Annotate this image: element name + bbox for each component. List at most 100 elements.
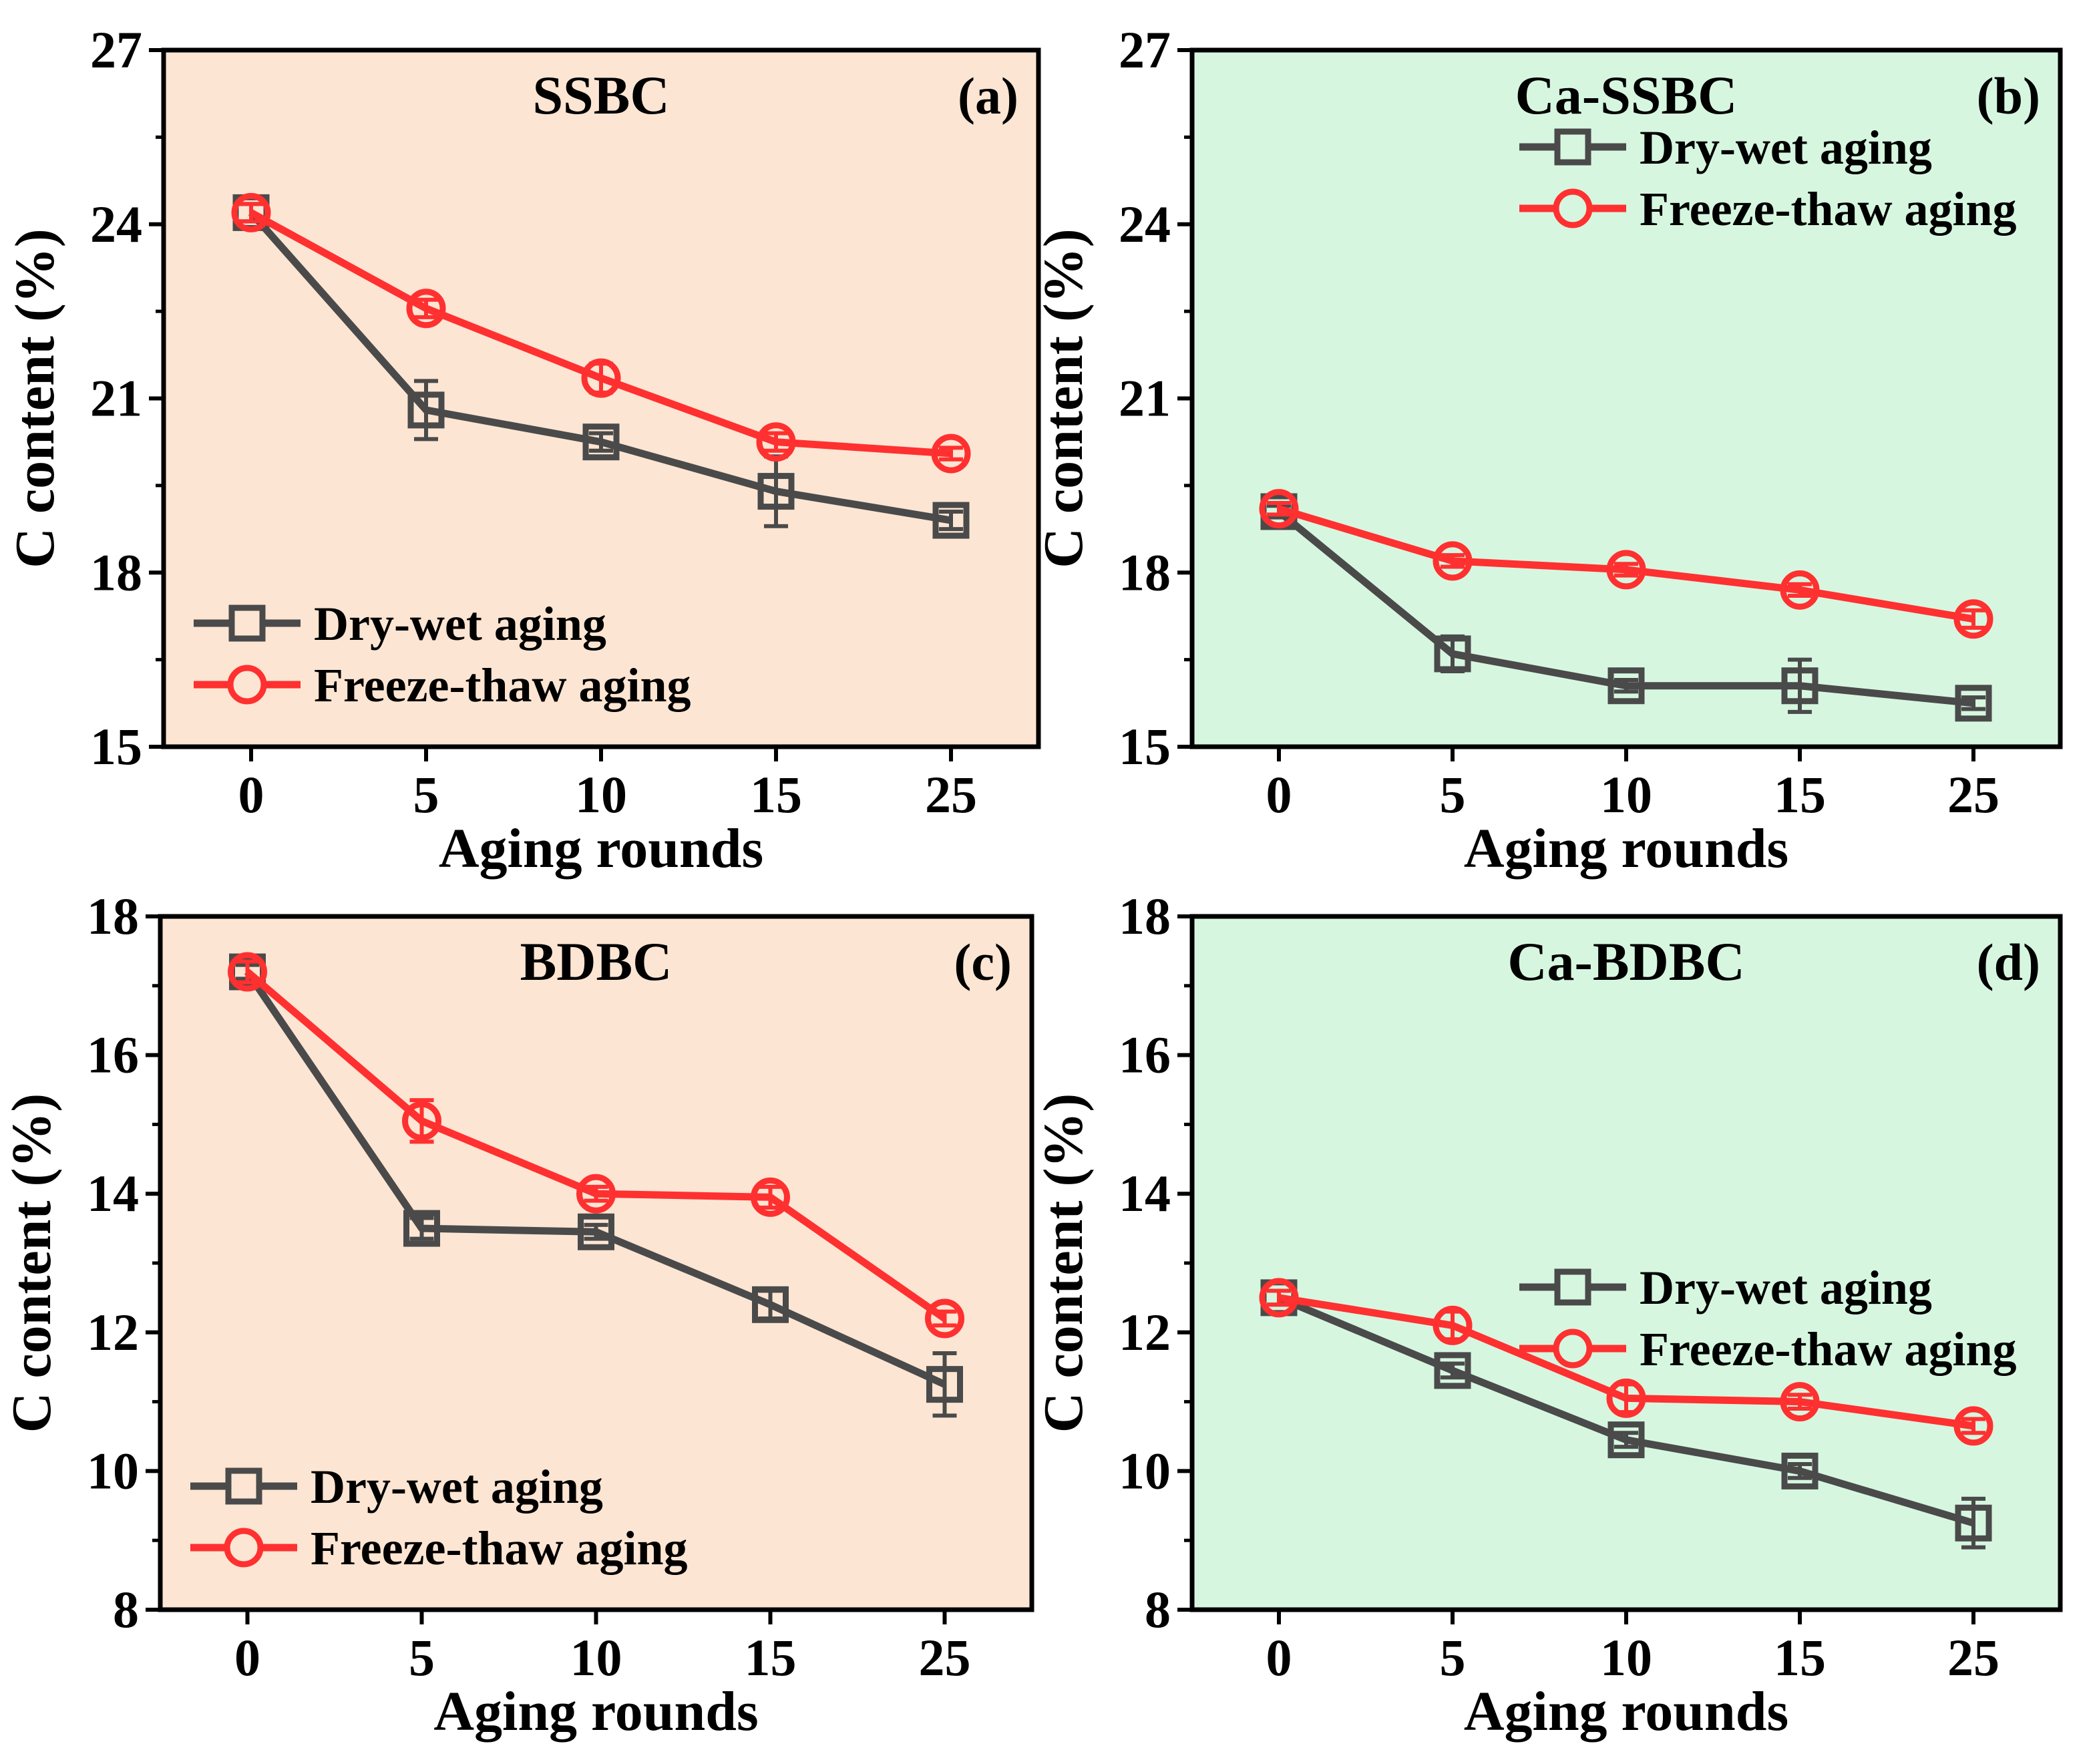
x-tick-label: 15: [745, 1628, 797, 1687]
y-tick-label: 8: [113, 1580, 139, 1638]
data-point-circle: [1433, 1305, 1473, 1345]
panel-title: Ca-BDBC: [1507, 931, 1744, 992]
x-tick-label: 10: [1600, 765, 1652, 824]
data-point-circle: [228, 952, 267, 992]
y-tick-label: 14: [87, 1164, 139, 1222]
x-tick-label: 0: [234, 1628, 260, 1687]
legend-marker-square: [225, 1467, 262, 1505]
legend-label: Freeze-thaw aging: [1640, 1322, 2017, 1376]
x-tick-label: 25: [1947, 1628, 1999, 1687]
legend-marker-circle: [1553, 1329, 1593, 1369]
data-point-square: [1781, 1452, 1819, 1489]
data-point-circle: [1433, 541, 1473, 581]
legend: Dry-wet aging Freeze-thaw aging: [190, 1460, 688, 1575]
x-tick-label: 10: [570, 1628, 622, 1687]
data-point-square: [1781, 667, 1819, 705]
legend-label: Dry-wet aging: [1640, 1261, 1932, 1314]
plot-background: [1192, 916, 2060, 1610]
x-tick-label: 5: [1440, 1628, 1466, 1687]
legend-marker-circle: [1553, 188, 1593, 228]
x-tick-label: 5: [1440, 765, 1466, 824]
y-tick-label: 12: [87, 1303, 139, 1361]
legend: Dry-wet aging Freeze-thaw aging: [1519, 121, 2017, 236]
y-tick-label: 18: [1119, 887, 1171, 945]
x-tick-label: 0: [1266, 1628, 1292, 1687]
data-point-square: [407, 391, 445, 429]
y-tick-label: 16: [87, 1026, 139, 1084]
y-tick-label: 18: [1119, 543, 1171, 601]
legend-label: Dry-wet aging: [311, 1460, 603, 1514]
data-point-circle: [231, 192, 271, 232]
plot-background: [1192, 50, 2060, 747]
data-point-square: [1607, 667, 1645, 705]
panel-tag: (c): [954, 933, 1012, 991]
series-freeze-thaw: [1259, 1278, 1993, 1446]
x-tick-label: 15: [1774, 1628, 1826, 1687]
x-tick-label: 15: [1774, 765, 1826, 824]
y-tick-label: 27: [90, 21, 142, 79]
x-tick-label: 15: [750, 765, 802, 824]
y-tick-label: 10: [1119, 1441, 1171, 1500]
legend-marker-square: [228, 604, 266, 642]
series-freeze-thaw: [231, 192, 971, 474]
x-axis-title: Aging rounds: [433, 1681, 758, 1743]
data-point-circle: [1953, 599, 1993, 639]
data-point-circle: [1259, 489, 1299, 529]
data-point-square: [1955, 685, 1992, 722]
series-freeze-thaw: [228, 952, 964, 1339]
chart-panel-c: 8 10 12 14 16 18 0 5 10 15 25 Aging rounds C content…: [1, 887, 1034, 1743]
y-tick-label: 18: [87, 887, 139, 945]
legend-label: Dry-wet aging: [1640, 121, 1932, 174]
x-tick-label: 25: [919, 1628, 971, 1687]
data-point-square: [403, 1210, 440, 1247]
data-point-square: [578, 1213, 614, 1250]
y-tick-label: 24: [1119, 195, 1171, 253]
data-point-circle: [751, 1177, 790, 1217]
x-axis-title: Aging rounds: [1464, 818, 1788, 880]
series-dry-wet: [1260, 1279, 1992, 1550]
y-tick-label: 10: [87, 1441, 139, 1500]
series-dry-wet: [1260, 493, 1992, 722]
chart-panel-b: 15 18 21 24 27 0 5 10 15 25 Aging rounds C content …: [1032, 21, 2063, 880]
x-tick-label: 25: [1947, 765, 1999, 824]
data-point-circle: [581, 358, 621, 398]
data-point-circle: [1780, 570, 1820, 610]
legend-label: Dry-wet aging: [314, 597, 606, 651]
y-tick-label: 15: [90, 717, 142, 775]
y-axis-title: C content (%): [4, 228, 66, 568]
chart-panel-a: 15 18 21 24 27 0 5 10 15 25 Aging rounds C content …: [4, 21, 1041, 880]
data-point-square: [1955, 1504, 1992, 1542]
y-tick-label: 21: [90, 369, 142, 427]
data-point-circle: [1259, 1278, 1299, 1318]
y-axis-title: C content (%): [1032, 228, 1095, 568]
y-tick-label: 12: [1119, 1303, 1171, 1361]
legend: Dry-wet aging Freeze-thaw aging: [194, 597, 691, 712]
x-tick-label: 5: [409, 1628, 435, 1687]
data-point-square: [926, 1366, 963, 1403]
chart-panel-d: 8 10 12 14 16 18 0 5 10 15 25 Aging rounds C content…: [1032, 887, 2063, 1743]
plot-background: [160, 916, 1032, 1610]
x-tick-label: 25: [925, 765, 977, 824]
y-axis-title: C content (%): [1, 1093, 63, 1433]
plot-background: [164, 50, 1038, 747]
data-point-square: [1434, 635, 1471, 673]
panel-tag: (b): [1977, 67, 2040, 125]
data-point-circle: [1780, 1382, 1820, 1422]
data-point-square: [932, 502, 970, 539]
y-tick-label: 14: [1119, 1164, 1171, 1222]
x-tick-label: 0: [238, 765, 264, 824]
y-tick-label: 27: [1119, 21, 1171, 79]
y-tick-label: 24: [90, 195, 142, 253]
panel-title: SSBC: [532, 65, 669, 126]
x-tick-label: 10: [1600, 1628, 1652, 1687]
series-freeze-thaw: [1259, 489, 1993, 639]
y-axis-title: C content (%): [1032, 1093, 1095, 1433]
x-axis-title: Aging rounds: [439, 818, 763, 880]
y-tick-label: 15: [1119, 717, 1171, 775]
data-point-square: [1434, 1352, 1471, 1389]
x-axis-title: Aging rounds: [1464, 1681, 1788, 1743]
y-tick-label: 16: [1119, 1026, 1171, 1084]
legend-label: Freeze-thaw aging: [311, 1522, 688, 1575]
data-point-circle: [402, 1101, 441, 1141]
